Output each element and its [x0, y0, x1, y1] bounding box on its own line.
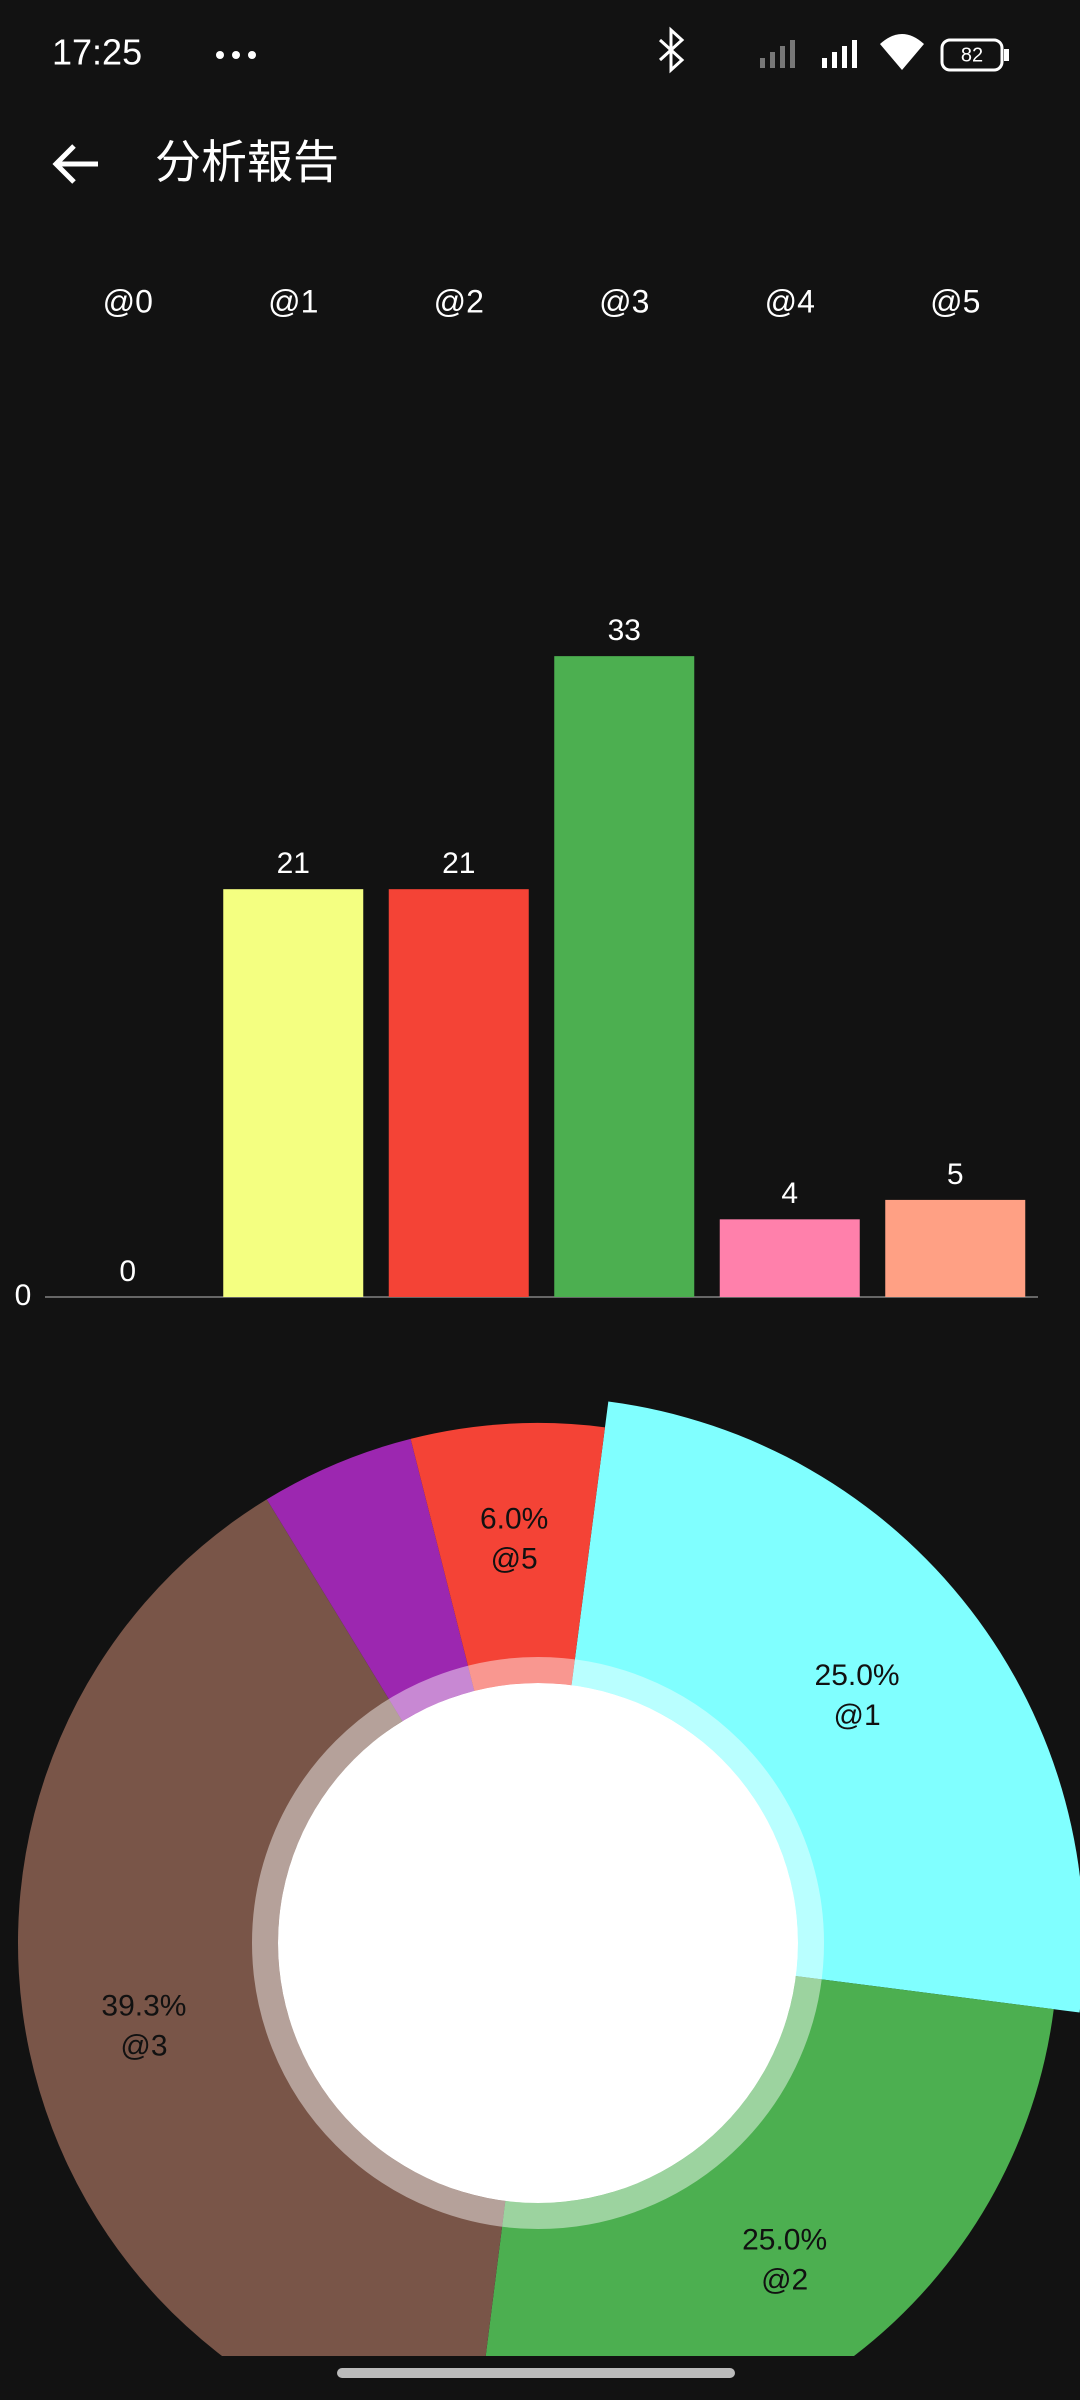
- charts: 0 @0 0 @1 21 @2 21 @3 33 @4 4 @5 5 25.0% @1 25.0% @2 39.3…: [15, 283, 1080, 2356]
- slice-category-label: @3: [120, 2029, 167, 2062]
- bar: [223, 889, 364, 1297]
- value-label: 33: [608, 614, 641, 647]
- category-label: @0: [103, 283, 153, 319]
- donut-hole: [278, 1683, 798, 2203]
- bar: [719, 1219, 860, 1297]
- category-label: @2: [434, 283, 484, 319]
- pie: 25.0% @1 25.0% @2 39.3% @3 6.0% @5: [18, 1401, 1080, 2356]
- value-label: 21: [277, 847, 310, 880]
- value-label: 4: [781, 1177, 798, 1210]
- nav-handle[interactable]: [337, 2368, 735, 2378]
- category-label: @4: [765, 283, 815, 319]
- value-label: 0: [119, 1255, 136, 1288]
- category-label: @3: [599, 283, 649, 319]
- slice-category-label: @5: [491, 1543, 538, 1576]
- slice-value-label: 6.0%: [480, 1503, 548, 1536]
- pie-slice: [410, 1423, 605, 1943]
- slice-value-label: 39.3%: [101, 1989, 186, 2022]
- slice-value-label: 25.0%: [815, 1659, 900, 1692]
- y-tick-label: 0: [15, 1279, 32, 1312]
- bar: [388, 889, 529, 1297]
- donut-ring: [252, 1657, 824, 2229]
- status-icons: [216, 26, 1009, 74]
- back-button[interactable]: [52, 144, 98, 184]
- app-title: 分析報告: [155, 136, 339, 188]
- slice-category-label: @1: [834, 1699, 881, 1732]
- category-label: @5: [930, 283, 980, 319]
- bar: [554, 656, 695, 1297]
- status-time: 17:25: [52, 32, 142, 73]
- bar: [885, 1199, 1026, 1297]
- value-label: 5: [947, 1158, 964, 1191]
- slice-value-label: 25.0%: [742, 2224, 827, 2257]
- slice-category-label: @2: [761, 2264, 808, 2297]
- value-label: 21: [442, 847, 475, 880]
- battery-level: 82: [961, 44, 983, 66]
- category-label: @1: [268, 283, 318, 319]
